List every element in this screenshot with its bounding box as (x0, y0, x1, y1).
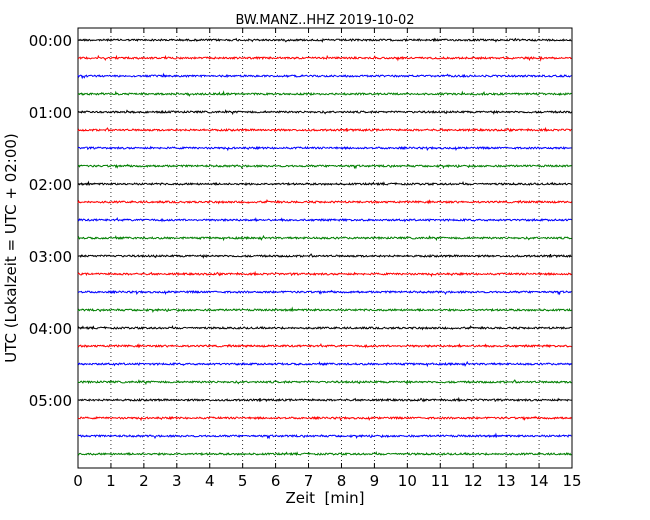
y-tick-label: 02:00 (29, 176, 72, 194)
trace-line (77, 126, 572, 133)
trace-line (77, 253, 572, 259)
x-tick-label: 9 (370, 472, 380, 490)
trace-line (77, 289, 572, 296)
x-tick-label: 7 (304, 472, 314, 490)
trace-line (77, 342, 572, 349)
trace-line (77, 432, 572, 440)
trace-line (77, 145, 572, 152)
y-axis-label: UTC (Lokalzeit = UTC + 02:00) (2, 133, 20, 363)
x-tick-label: 10 (398, 472, 417, 490)
trace-line (77, 450, 572, 457)
trace-line (77, 199, 572, 205)
x-tick-label: 2 (139, 472, 149, 490)
y-tick-label: 01:00 (29, 104, 72, 122)
x-tick-label: 0 (73, 472, 83, 490)
x-tick-label: 14 (530, 472, 549, 490)
trace-line (77, 72, 572, 80)
y-tick-label: 04:00 (29, 320, 72, 338)
x-tick-label: 15 (562, 472, 581, 490)
x-axis-ticks: 0 1 2 3 4 5 6 7 8 9 10 11 12 13 14 15 (73, 28, 582, 490)
trace-line (77, 90, 572, 97)
x-axis-label: Zeit [min] (285, 489, 364, 507)
trace-line (77, 216, 572, 223)
x-tick-label: 3 (172, 472, 182, 490)
trace-line (77, 360, 572, 368)
trace-line (77, 324, 572, 331)
y-axis-ticks: 00:00 01:00 02:00 03:00 04:00 05:00 (29, 32, 83, 410)
trace-line (77, 54, 572, 62)
trace-line (77, 234, 572, 242)
trace-line (77, 379, 572, 386)
trace-line (77, 109, 572, 116)
y-tick-label: 05:00 (29, 392, 72, 410)
vertical-grid (110, 28, 540, 468)
trace-line (77, 180, 572, 187)
x-tick-label: 6 (271, 472, 281, 490)
trace-line (77, 163, 572, 170)
x-tick-label: 1 (106, 472, 116, 490)
trace-line (77, 415, 572, 422)
trace-group (77, 37, 572, 457)
x-tick-label: 12 (464, 472, 483, 490)
trace-line (77, 396, 572, 403)
x-tick-label: 5 (238, 472, 248, 490)
trace-line (77, 270, 572, 278)
x-tick-label: 11 (431, 472, 450, 490)
y-tick-label: 03:00 (29, 248, 72, 266)
trace-line (77, 306, 572, 314)
x-tick-label: 8 (337, 472, 347, 490)
chart-title: BW.MANZ..HHZ 2019-10-02 (235, 13, 414, 28)
x-tick-label: 4 (205, 472, 215, 490)
y-tick-label: 00:00 (29, 32, 72, 50)
trace-line (77, 37, 572, 43)
plot-area-frame (77, 27, 573, 469)
x-tick-label: 13 (497, 472, 516, 490)
